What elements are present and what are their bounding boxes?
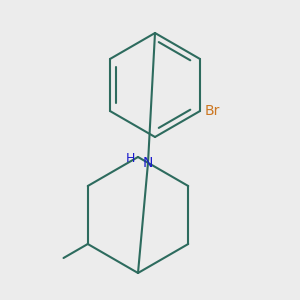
Text: N: N (143, 156, 153, 170)
Text: H: H (125, 152, 135, 166)
Text: Br: Br (205, 104, 220, 118)
